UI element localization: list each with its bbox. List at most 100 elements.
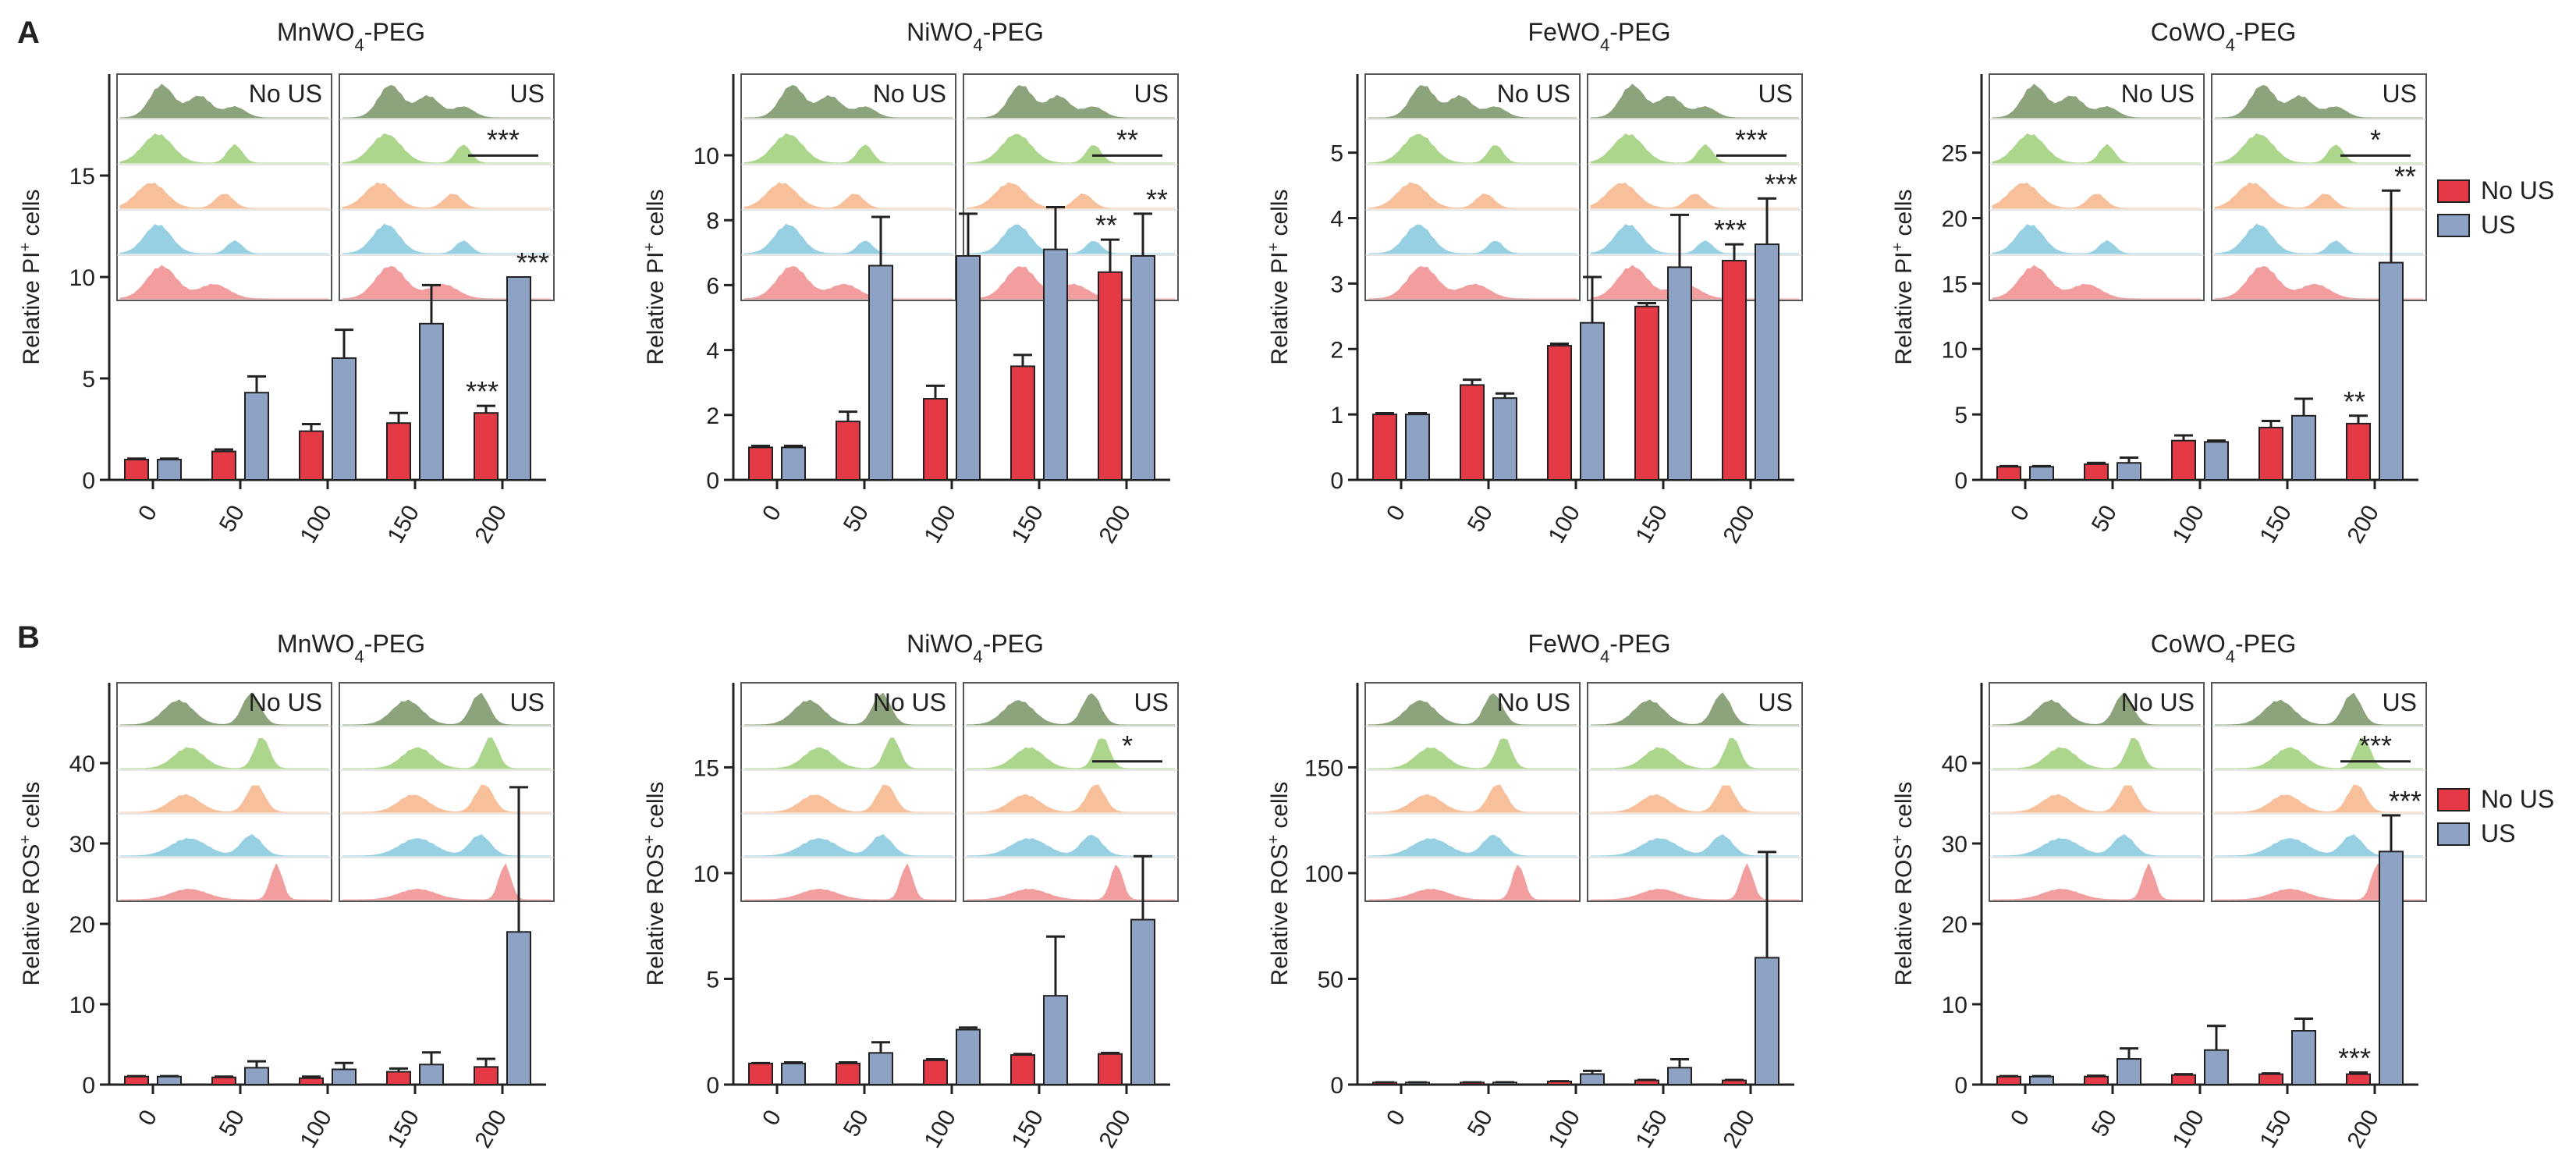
bar-no-us bbox=[1372, 414, 1397, 481]
x-tick-label: 150 bbox=[1006, 501, 1048, 548]
bar-us bbox=[1130, 254, 1155, 481]
bar-no-us bbox=[836, 421, 860, 481]
histogram-trace bbox=[967, 784, 1175, 813]
x-tick-label: 150 bbox=[382, 501, 424, 548]
y-tick-label: 6 bbox=[706, 273, 719, 299]
bar-no-us bbox=[1010, 365, 1035, 481]
histogram-trace bbox=[1591, 785, 1799, 813]
bar-no-us bbox=[2171, 1074, 2196, 1086]
bar-no-us bbox=[1098, 1053, 1123, 1086]
histogram-trace bbox=[119, 183, 328, 209]
inset-label: No US bbox=[1497, 688, 1570, 716]
inset-label: US bbox=[2383, 80, 2417, 108]
histogram-trace bbox=[119, 224, 328, 254]
y-tick-label: 0 bbox=[82, 1073, 95, 1099]
histogram-trace bbox=[1992, 785, 2201, 813]
bar-no-us bbox=[2346, 1073, 2371, 1085]
bar-no-us bbox=[1722, 260, 1747, 481]
x-tick-label: 200 bbox=[470, 501, 512, 548]
bar-no-us bbox=[1460, 384, 1485, 481]
histogram-trace bbox=[1992, 83, 2201, 119]
histogram-trace bbox=[1368, 224, 1577, 254]
y-tick-label: 40 bbox=[69, 751, 95, 777]
bar-no-us bbox=[211, 450, 236, 481]
x-tick-label: 200 bbox=[2342, 501, 2384, 548]
histogram-trace bbox=[1992, 863, 2201, 900]
x-tick-label: 50 bbox=[2087, 501, 2122, 536]
bar-us bbox=[2204, 441, 2229, 481]
x-tick-label: 100 bbox=[1543, 501, 1585, 548]
bar-no-us bbox=[386, 1071, 411, 1086]
y-tick-label: 5 bbox=[1330, 141, 1343, 167]
inset-label: No US bbox=[2121, 80, 2195, 108]
y-tick-label: 2 bbox=[706, 403, 719, 429]
y-axis-label: Relative PI+ cells bbox=[641, 189, 669, 364]
histogram-trace bbox=[744, 834, 953, 857]
bar-no-us bbox=[1996, 466, 2021, 481]
bar-no-us bbox=[2171, 439, 2196, 481]
bar-us bbox=[1755, 957, 1779, 1085]
legend-swatch bbox=[2437, 179, 2470, 203]
bar-us bbox=[244, 392, 269, 481]
y-tick-label: 2 bbox=[1330, 337, 1343, 363]
histogram-trace bbox=[1992, 265, 2201, 300]
x-tick-label: 100 bbox=[1543, 1106, 1585, 1152]
bar-us bbox=[506, 276, 531, 481]
bar-us bbox=[781, 446, 806, 481]
histogram-trace bbox=[966, 182, 1175, 209]
bar-no-us bbox=[2346, 422, 2371, 481]
histogram-trace bbox=[744, 863, 953, 900]
bar-us bbox=[2291, 1029, 2316, 1085]
x-tick-label: 200 bbox=[470, 1106, 512, 1152]
histogram-trace bbox=[744, 84, 953, 119]
bar-no-us bbox=[2084, 1075, 2109, 1085]
significance-stars: *** bbox=[1765, 168, 1797, 200]
bar-us bbox=[2117, 462, 2141, 481]
histogram-trace bbox=[743, 265, 953, 300]
chart-title: FeWO4-PEG bbox=[1528, 630, 1671, 666]
histogram-trace bbox=[2214, 133, 2423, 164]
bar-us bbox=[2291, 414, 2316, 481]
bar-us bbox=[244, 1067, 269, 1085]
chart-title: MnWO4-PEG bbox=[277, 18, 425, 55]
x-tick-label: 150 bbox=[2255, 1106, 2297, 1152]
legend-row-b: No US US bbox=[2437, 785, 2554, 847]
x-tick-label: 0 bbox=[2006, 501, 2035, 525]
y-tick-label: 0 bbox=[1330, 1073, 1343, 1099]
inset-label: No US bbox=[2121, 688, 2195, 716]
y-tick-label: 40 bbox=[1942, 751, 1967, 777]
y-tick-label: 3 bbox=[1330, 272, 1343, 297]
y-tick-label: 25 bbox=[1942, 141, 1967, 167]
histogram-trace bbox=[1992, 183, 2201, 209]
histogram-trace bbox=[2215, 784, 2423, 813]
y-axis-label: Relative ROS+ cells bbox=[17, 782, 44, 986]
bar-us bbox=[956, 254, 981, 481]
y-tick-label: 0 bbox=[82, 468, 95, 494]
bar-no-us bbox=[211, 1076, 236, 1085]
histogram-trace bbox=[1590, 83, 1799, 119]
bar-us bbox=[157, 459, 182, 481]
legend-label: US bbox=[2481, 819, 2515, 847]
significance-stars: *** bbox=[2338, 1042, 2371, 1074]
chart-title: FeWO4-PEG bbox=[1528, 18, 1671, 55]
x-tick-label: 50 bbox=[215, 501, 250, 536]
significance-stars: ** bbox=[1095, 209, 1117, 241]
bar-us bbox=[2029, 1075, 2054, 1085]
histogram-trace bbox=[1368, 182, 1577, 209]
histogram-trace bbox=[744, 737, 953, 769]
y-tick-label: 4 bbox=[1330, 207, 1343, 233]
histogram-trace bbox=[1591, 737, 1799, 769]
significance-bracket-stars: *** bbox=[1735, 123, 1768, 155]
bar-no-us bbox=[2258, 426, 2283, 481]
y-tick-label: 5 bbox=[1954, 403, 1967, 428]
bar-no-us bbox=[2084, 463, 2109, 481]
inset-label: US bbox=[1758, 80, 1793, 108]
legend-swatch bbox=[2437, 822, 2470, 846]
bar-no-us bbox=[386, 422, 411, 481]
x-tick-label: 50 bbox=[2087, 1106, 2122, 1141]
legend-row-a: No US US bbox=[2437, 176, 2554, 239]
bar-us bbox=[868, 265, 893, 481]
x-tick-label: 0 bbox=[1382, 1106, 1410, 1130]
y-tick-label: 100 bbox=[1304, 861, 1343, 887]
